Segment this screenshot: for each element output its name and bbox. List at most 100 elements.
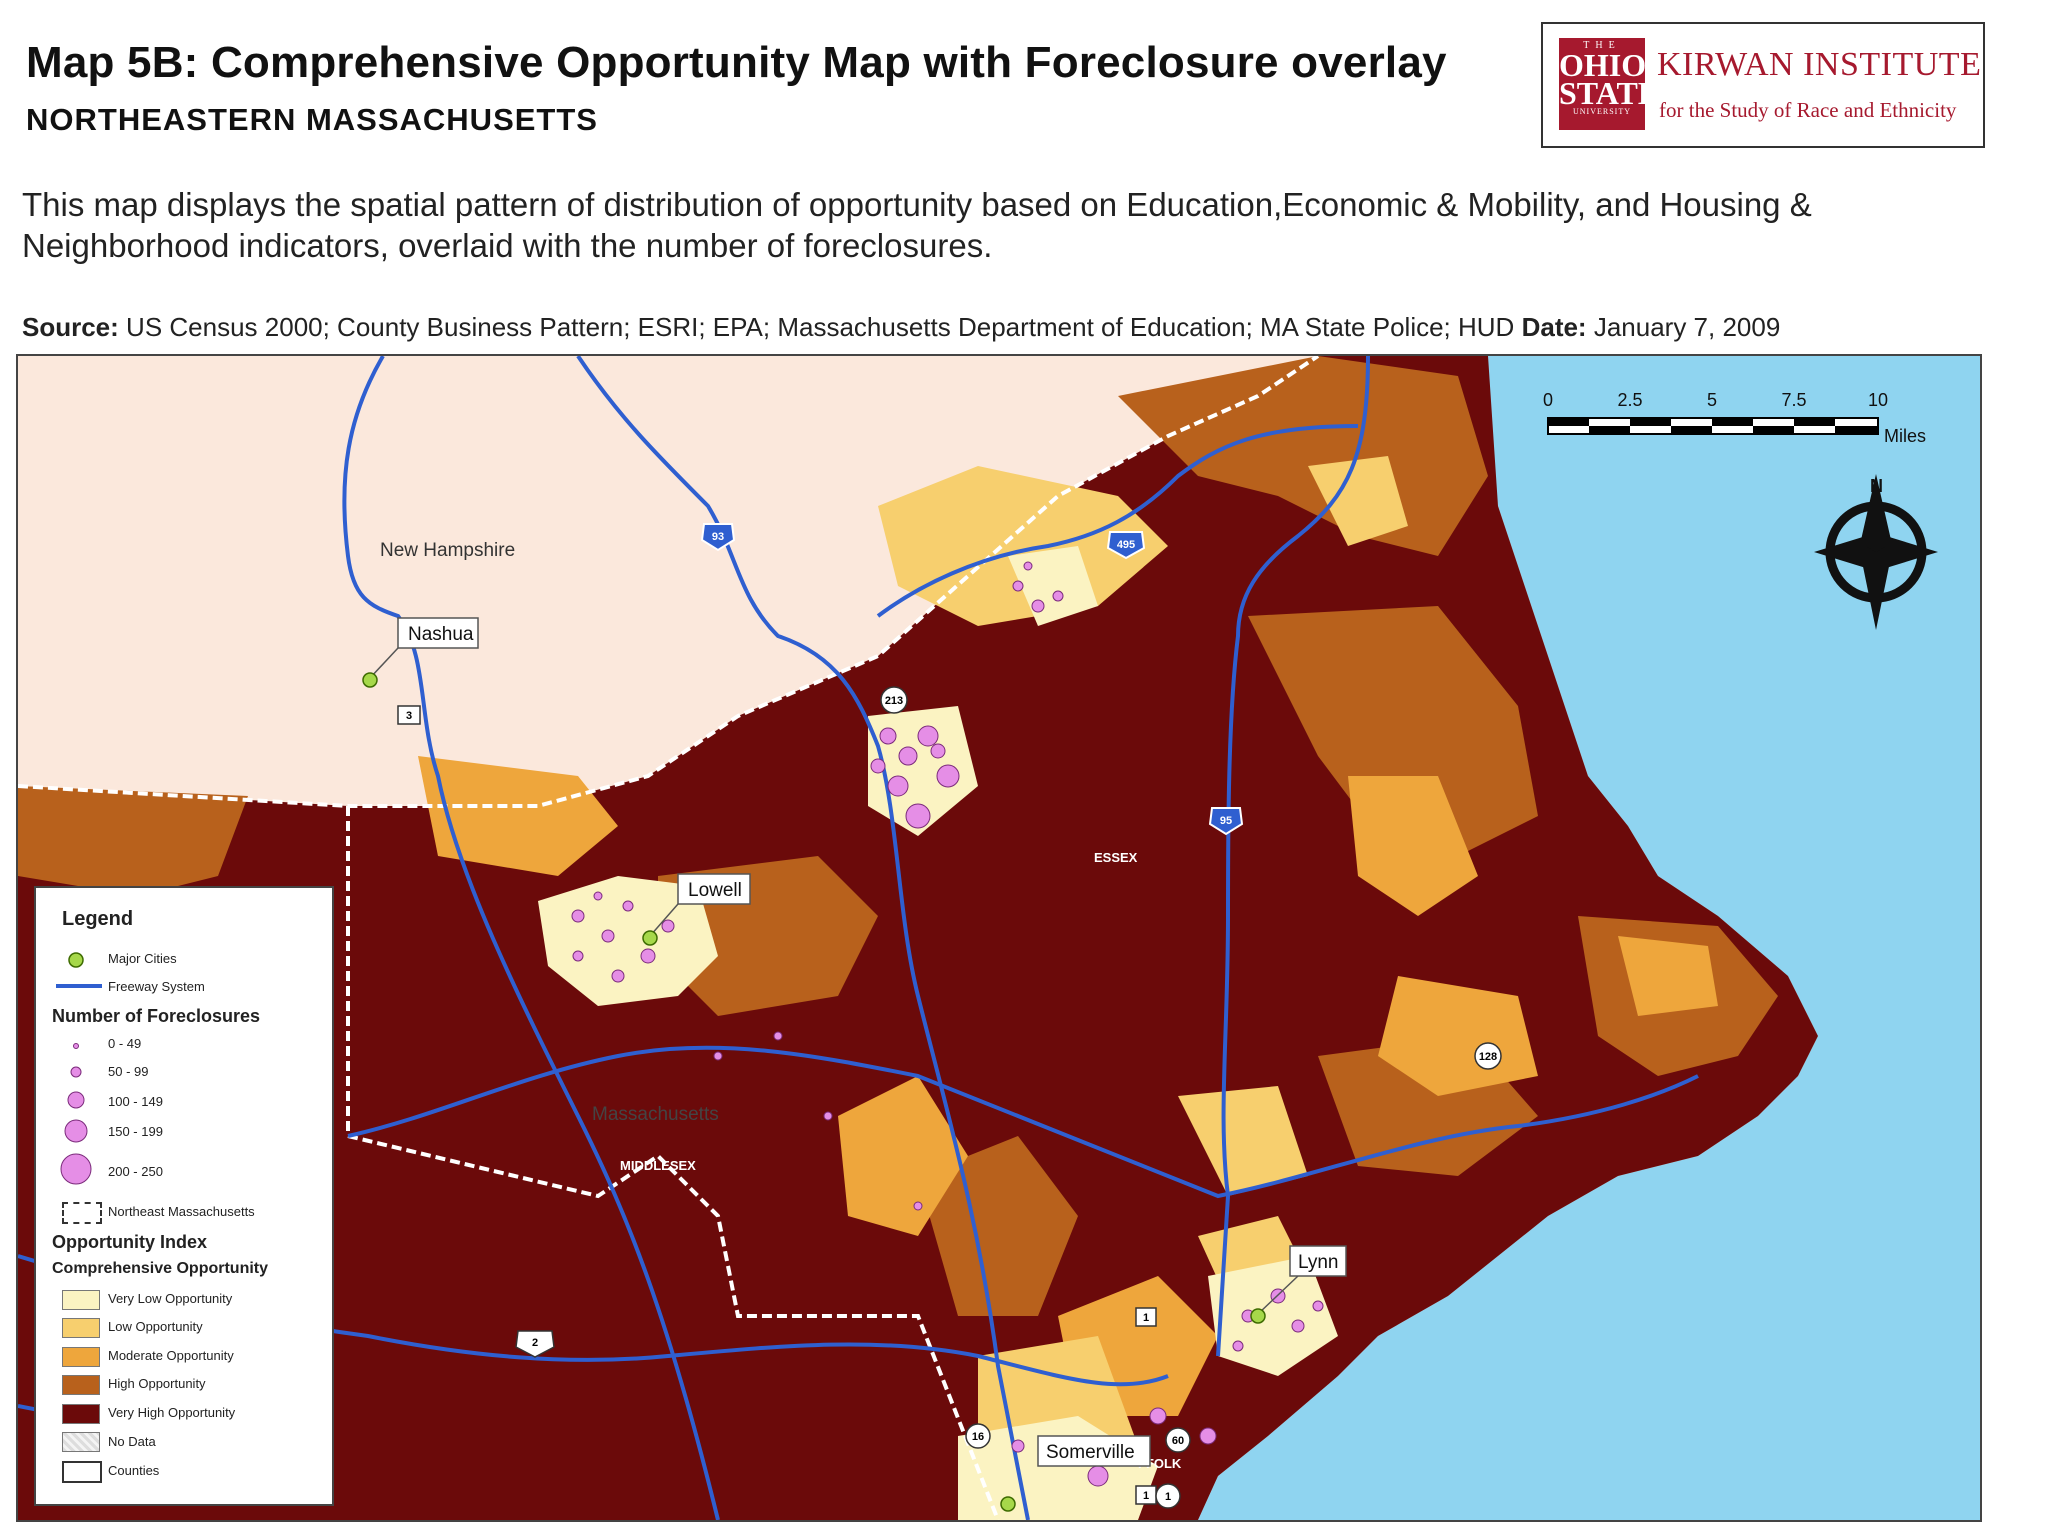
legend-foreclosure-class: 150 - 199 (108, 1124, 163, 1139)
swatch-very-low (62, 1290, 100, 1310)
scale-bar: 0 2.5 5 7.5 10 Miles (1543, 390, 1926, 446)
shield-128: 128 (1474, 1042, 1502, 1070)
legend-opportunity-class: Moderate Opportunity (108, 1348, 234, 1363)
city-lynn[interactable]: Lynn (1250, 1245, 1347, 1324)
legend-title: Legend (62, 908, 134, 930)
map-subtitle: NORTHEASTERN MASSACHUSETTS (26, 102, 598, 137)
zone-high-2 (1248, 606, 1538, 856)
legend-no-data: No Data (108, 1434, 156, 1449)
foreclosure-symbol-3 (67, 1091, 85, 1109)
northeast-ma-boundary (346, 806, 1000, 1520)
legend-foreclosure-class: 0 - 49 (108, 1036, 142, 1051)
zone-low-1 (878, 466, 1168, 626)
city-label: Nashua (408, 624, 474, 645)
shield-1c: 1 (1155, 1483, 1181, 1509)
legend-counties: Counties (108, 1463, 160, 1478)
north-arrow-icon: N (1814, 474, 1938, 630)
seal-bottom-text: UNIVERSITY (1573, 107, 1631, 116)
shield-3: 3 (397, 705, 421, 725)
major-city-symbol (68, 952, 84, 968)
zone-moderate-5 (838, 1076, 968, 1236)
legend-major-cities: Major Cities (108, 951, 177, 966)
freeway-system (18, 356, 1699, 1520)
zone-verylow-lowell (538, 876, 718, 1006)
scale-tick: 7.5 (1781, 390, 1806, 410)
institute-name: KIRWAN INSTITUTE (1657, 46, 1982, 83)
shield-label: 1 (1143, 1312, 1149, 1324)
source-label: Source: (22, 312, 119, 342)
state-boundary (18, 356, 1320, 808)
label-massachusetts: Massachusetts (592, 1104, 719, 1125)
legend-opportunity-class: Low Opportunity (108, 1319, 203, 1334)
legend-opportunity-class: High Opportunity (108, 1376, 206, 1391)
city-somerville[interactable]: Somerville (1000, 1435, 1151, 1512)
shield-1: 1 (1135, 1307, 1157, 1327)
north-label: N (1870, 476, 1883, 496)
shield-label: 128 (1479, 1051, 1497, 1063)
osu-seal: THE OHIO STATE UNIVERSITY (1559, 38, 1660, 130)
swatch-counties (62, 1461, 102, 1483)
zone-moderate-1 (1348, 776, 1478, 916)
legend-opportunity-class: Very Low Opportunity (108, 1291, 233, 1306)
shield-i495: 495 (1106, 531, 1146, 560)
legend-opportunity-subtitle: Comprehensive Opportunity (52, 1260, 269, 1277)
shield-16: 16 (965, 1423, 991, 1449)
foreclosure-symbol-2 (70, 1066, 82, 1078)
city-label: Lowell (688, 880, 742, 901)
legend-foreclosure-class: 50 - 99 (108, 1064, 149, 1079)
source-line: Source: US Census 2000; County Business … (22, 312, 1780, 343)
highway-shields: 93 495 213 3 95 128 1 2 16 60 1 1 (397, 523, 1502, 1509)
shield-label: 1 (1165, 1491, 1171, 1503)
legend-northeast-ma: Northeast Massachusetts (108, 1204, 255, 1219)
seal-line1: OHIO (1559, 47, 1647, 83)
kirwan-logo: THE OHIO STATE UNIVERSITY KIRWAN INSTITU… (1541, 22, 1985, 148)
legend-opportunity-class: Very High Opportunity (108, 1405, 236, 1420)
city-label: Somerville (1046, 1442, 1135, 1463)
scale-tick: 0 (1543, 390, 1553, 410)
city-lowell[interactable]: Lowell (642, 873, 751, 946)
map-legend: Legend Major Cities Freeway System Numbe… (34, 886, 334, 1506)
scale-tick: 10 (1868, 390, 1888, 410)
shield-1b: 1 (1135, 1485, 1157, 1505)
shield-label: 95 (1220, 815, 1232, 827)
foreclosure-symbol-5 (60, 1153, 92, 1185)
ocean (1198, 356, 1980, 1520)
shield-label: 495 (1117, 539, 1135, 551)
map-description: This map displays the spatial pattern of… (22, 186, 1812, 264)
legend-opportunity-title: Opportunity Index (52, 1232, 207, 1252)
map-frame[interactable]: 93 495 213 3 95 128 1 2 16 60 1 1 New Ha… (16, 354, 1982, 1522)
label-new-hampshire: New Hampshire (380, 540, 515, 561)
swatch-high (62, 1375, 100, 1395)
shield-label: 60 (1172, 1435, 1184, 1447)
legend-freeway: Freeway System (108, 979, 205, 994)
scale-unit: Miles (1884, 426, 1926, 446)
zone-moderate-3 (1618, 936, 1718, 1016)
map-canvas[interactable]: 93 495 213 3 95 128 1 2 16 60 1 1 New Ha… (18, 356, 1980, 1520)
swatch-no-data (62, 1432, 100, 1452)
swatch-low (62, 1318, 100, 1338)
shield-label: 213 (885, 695, 903, 707)
zone-high-6 (918, 1136, 1078, 1316)
label-middlesex: MIDDLESEX (620, 1158, 696, 1173)
zone-low-2 (1308, 456, 1408, 546)
shield-label: 3 (406, 710, 412, 722)
label-essex: ESSEX (1094, 850, 1138, 865)
seal-line2: STATE (1559, 75, 1660, 111)
shield-i93: 93 (700, 523, 736, 552)
foreclosure-symbol-1 (73, 1043, 79, 1049)
shield-label: 1 (1143, 1490, 1149, 1502)
city-label: Lynn (1298, 1252, 1339, 1273)
freeway-symbol (56, 984, 102, 988)
scale-tick: 2.5 (1617, 390, 1642, 410)
source-text: US Census 2000; County Business Pattern;… (126, 312, 1515, 342)
city-nashua[interactable]: Nashua (362, 617, 479, 688)
zone-moderate-4 (1378, 976, 1538, 1096)
northeast-ma-swatch (62, 1202, 102, 1224)
date-label: Date: (1521, 312, 1587, 342)
date-text: January 7, 2009 (1593, 312, 1781, 342)
scale-tick: 5 (1707, 390, 1717, 410)
map-title: Map 5B: Comprehensive Opportunity Map wi… (26, 38, 1447, 87)
shield-i95: 95 (1208, 807, 1244, 836)
swatch-moderate (62, 1347, 100, 1367)
zone-low-3 (1178, 1086, 1308, 1196)
